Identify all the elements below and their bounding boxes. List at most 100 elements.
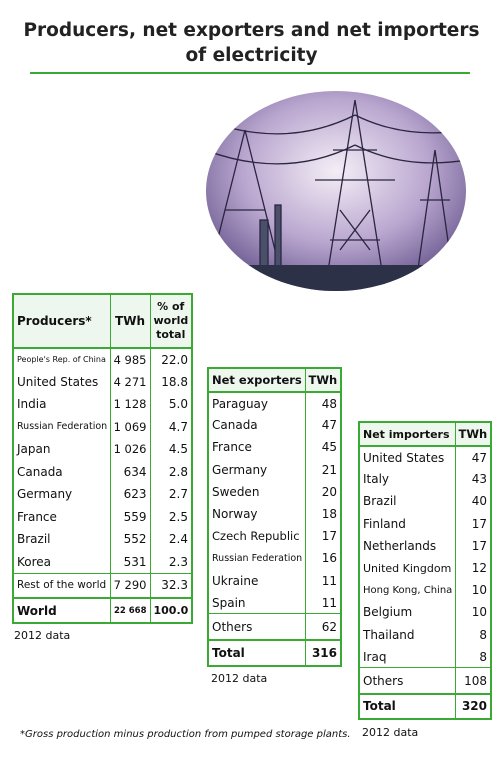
data-row: Ukraine 11 (209, 569, 340, 592)
data-row: United States 4 271 18.8 (14, 370, 191, 393)
cell: 552 (109, 528, 150, 551)
cell: Canada (212, 418, 258, 433)
data-row: Hong Kong, China 10 (360, 579, 490, 602)
cell: 4.7 (149, 415, 191, 438)
cell: 20 (304, 480, 340, 503)
others-row: Others 108 (360, 667, 490, 694)
cell: % of world total (149, 295, 191, 349)
cell: Belgium (363, 605, 413, 620)
cell: 48 (304, 392, 340, 415)
cell: 5.0 (149, 393, 191, 416)
cell: 8 (454, 645, 490, 668)
header-row: Net importers TWh (360, 423, 490, 447)
cell: 17 (304, 525, 340, 548)
cell: Italy (363, 472, 390, 487)
data-row: Canada 634 2.8 (14, 460, 191, 483)
data-row: Paraguay 48 (209, 392, 340, 415)
cell: 11 (304, 569, 340, 592)
table: Net exporters TWh Paraguay 48 Canada 47 France… (209, 369, 340, 665)
cell: 8 (454, 623, 490, 646)
cell: Net importers (360, 423, 455, 447)
data-note: 2012 data (14, 629, 71, 642)
cell: 623 (109, 483, 150, 506)
cell: Czech Republic (212, 529, 300, 544)
data-note: 2012 data (211, 672, 268, 685)
data-row: Brazil 40 (360, 490, 490, 513)
cell: Ukraine (212, 573, 259, 588)
data-row: Japan 1 026 4.5 (14, 438, 191, 461)
data-row: Russian Federation 1 069 4.7 (14, 415, 191, 438)
cell: Others (209, 613, 305, 640)
cell: Others (360, 667, 455, 694)
data-note: 2012 data (362, 726, 419, 739)
cell: 45 (304, 436, 340, 459)
others-row: Rest of the world 7 290 32.3 (14, 572, 191, 598)
cell: 108 (454, 667, 490, 694)
cell: Germany (17, 487, 73, 502)
cell: United States (363, 450, 445, 465)
cell: TWh (109, 295, 150, 349)
title-rule (30, 72, 470, 74)
cell: Russian Federation (17, 421, 108, 433)
cell: 2.4 (149, 528, 191, 551)
cell: Brazil (363, 494, 397, 509)
cell: 62 (304, 613, 340, 640)
data-row: Netherlands 17 (360, 534, 490, 557)
cell: Spain (212, 595, 246, 610)
cell: Paraguay (212, 396, 269, 411)
cell: 17 (454, 534, 490, 557)
data-row: France 559 2.5 (14, 505, 191, 528)
data-row: Italy 43 (360, 468, 490, 491)
cell: People's Rep. of China (17, 355, 106, 365)
data-row: Iraq 8 (360, 645, 490, 668)
data-row: Belgium 10 (360, 601, 490, 624)
cell: 2.5 (149, 505, 191, 528)
data-row: Czech Republic 17 (209, 525, 340, 548)
table: Producers* TWh% of world total People's Re… (14, 295, 191, 622)
cell: France (17, 509, 57, 524)
cell: 1 069 (109, 415, 150, 438)
cell: 4 985 (109, 348, 150, 371)
cell: 320 (454, 692, 490, 718)
footnote: *Gross production minus production from … (20, 729, 351, 740)
page-title: Producers, net exporters and net importe… (23, 20, 480, 66)
cell: 1 128 (109, 393, 150, 416)
cell: Producers* (14, 295, 110, 349)
cell: 43 (454, 468, 490, 491)
cell: Hong Kong, China (363, 584, 453, 596)
cell: 16 (304, 547, 340, 570)
data-row: Norway 18 (209, 502, 340, 526)
cell: 2.7 (149, 483, 191, 506)
cell: 22 668 (109, 597, 150, 622)
data-row: India 1 128 5.0 (14, 393, 191, 416)
data-row: United Kingdom 12 (360, 556, 490, 580)
cell: 21 (304, 458, 340, 481)
total-row: Total 320 (360, 692, 490, 718)
cell: Germany (212, 462, 268, 477)
cell: Total (360, 692, 455, 718)
cell: 316 (304, 638, 340, 665)
cell: TWh (304, 369, 340, 393)
data-row: Finland 17 (360, 512, 490, 535)
cell: 17 (454, 512, 490, 535)
cell: 10 (454, 579, 490, 602)
cell: TWh (454, 423, 490, 447)
cell: 2.8 (149, 460, 191, 483)
cell: 7 290 (109, 572, 150, 598)
cell: Brazil (17, 532, 51, 547)
data-row: Spain 11 (209, 591, 340, 614)
cell: 12 (454, 556, 490, 580)
others-row: Others 62 (209, 613, 340, 640)
photo (206, 91, 466, 291)
cell: 47 (304, 414, 340, 437)
data-row: Canada 47 (209, 414, 340, 437)
table: Net importers TWh United States 47 Italy 43 Br… (360, 423, 490, 718)
cell: 18 (304, 502, 340, 526)
header-row: Net exporters TWh (209, 369, 340, 393)
cell: 11 (304, 591, 340, 614)
cell: India (17, 397, 47, 412)
data-row: United States 47 (360, 446, 490, 469)
data-row: France 45 (209, 436, 340, 459)
cell: 18.8 (149, 370, 191, 393)
